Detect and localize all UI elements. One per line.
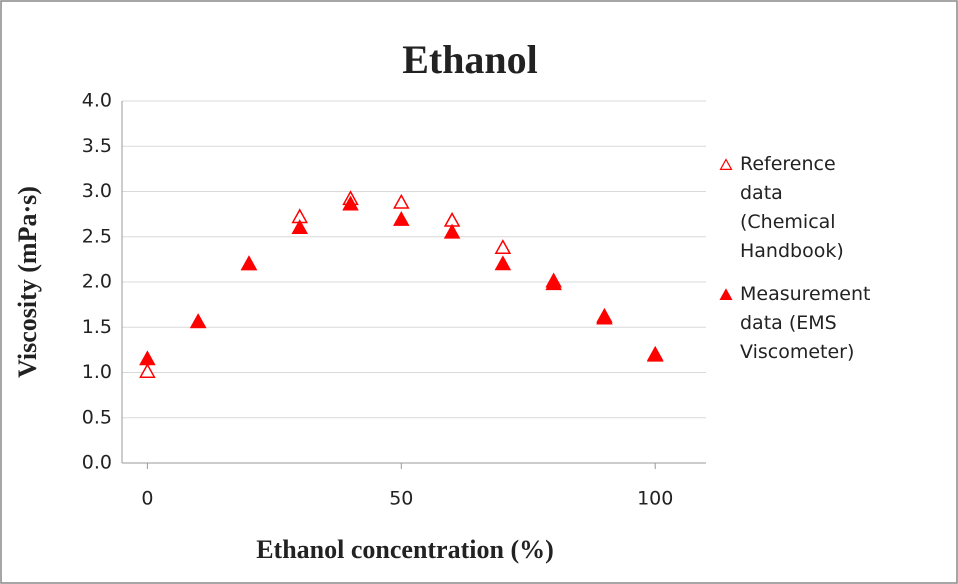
y-tick-label: 1.0 bbox=[82, 361, 112, 383]
legend-entry: Reference data (Chemical Handbook) bbox=[718, 150, 858, 266]
data-point bbox=[443, 223, 461, 239]
data-point bbox=[139, 350, 156, 366]
data-point bbox=[494, 255, 512, 271]
chart-title: Ethanol bbox=[402, 37, 538, 82]
data-point bbox=[545, 275, 562, 291]
legend-entry: Measurement data (EMS Viscometer) bbox=[718, 280, 870, 367]
x-tick-label: 50 bbox=[389, 488, 413, 510]
legend-label: Reference data (Chemical Handbook) bbox=[740, 153, 844, 262]
data-point bbox=[189, 313, 207, 329]
y-tick-label: 0.5 bbox=[82, 406, 112, 428]
y-tick-label: 3.0 bbox=[82, 180, 112, 202]
data-point bbox=[494, 239, 512, 254]
data-point bbox=[291, 219, 309, 235]
y-axis-label: Viscosity (mPa·s) bbox=[13, 186, 42, 378]
data-point bbox=[393, 211, 410, 226]
y-tick-label: 0.0 bbox=[82, 452, 112, 474]
y-tick-label: 1.5 bbox=[82, 316, 112, 338]
legend-symbol bbox=[719, 288, 733, 300]
legend: Reference data (Chemical Handbook) Measur… bbox=[718, 150, 958, 381]
y-tick-label: 2.5 bbox=[82, 225, 112, 247]
legend-marker bbox=[719, 288, 733, 300]
data-point bbox=[240, 255, 258, 271]
y-tick-label: 2.0 bbox=[82, 271, 112, 293]
x-axis-label: Ethanol concentration (%) bbox=[256, 535, 554, 564]
legend-marker bbox=[719, 158, 733, 170]
data-point bbox=[596, 309, 613, 325]
x-tick-label: 100 bbox=[637, 488, 673, 510]
y-tick-label: 4.0 bbox=[82, 90, 112, 112]
x-tick-label: 0 bbox=[141, 488, 153, 510]
legend-label: Measurement data (EMS Viscometer) bbox=[740, 283, 871, 363]
data-point bbox=[393, 193, 410, 209]
data-point bbox=[139, 363, 156, 378]
legend-symbol bbox=[719, 158, 733, 170]
data-point bbox=[646, 346, 664, 362]
data-point bbox=[342, 195, 359, 211]
y-tick-label: 3.5 bbox=[82, 135, 112, 157]
